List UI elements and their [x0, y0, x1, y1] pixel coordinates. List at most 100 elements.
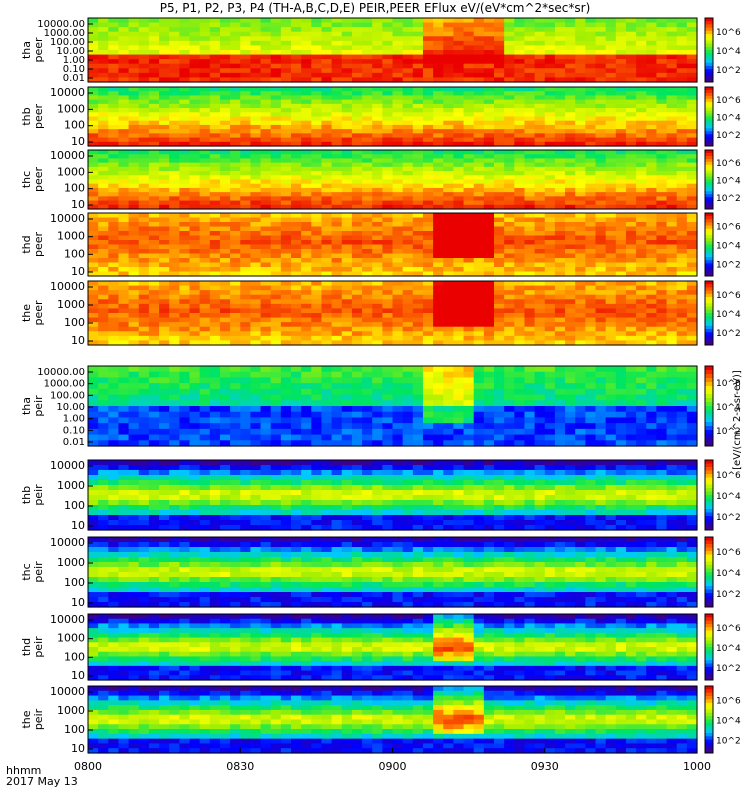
colorbar-tick-label: 10^2: [716, 66, 741, 76]
y-tick-label: 100: [64, 316, 85, 329]
panel-frame: [87, 280, 698, 346]
x-tick-label: 0830: [226, 760, 254, 773]
spectrogram-panel-thd-peir: [87, 613, 714, 681]
panel-species-label: peir: [32, 561, 45, 583]
y-tick-label: 100: [64, 650, 85, 663]
colorbar-tick-label: 10^4: [716, 403, 741, 413]
spectrogram-panel-thb-peir: [87, 459, 714, 531]
colorbar-frame: [704, 536, 714, 608]
x-axis-label-line1: hhmm: [6, 764, 41, 777]
y-tick-label: 1000: [57, 298, 85, 311]
colorbar-tick-label: 10^4: [716, 47, 741, 57]
y-tick-label: 10000.00: [37, 19, 85, 30]
colorbar-tick-label: 10^6: [716, 624, 741, 634]
colorbar-tick-label: 10^4: [716, 644, 741, 654]
panel-species-label: peer: [32, 232, 45, 258]
colorbar-tick-label: 10^6: [716, 379, 741, 389]
panel-frame: [87, 17, 698, 83]
y-tick-label: 10000: [50, 613, 85, 626]
y-tick-label: 1.00: [63, 55, 85, 66]
panel-frame: [87, 613, 698, 681]
colorbar-tick-label: 10^4: [716, 177, 741, 187]
y-tick-label: 10000: [50, 536, 85, 549]
colorbar-frame: [704, 17, 714, 83]
spectrogram-panel-the-peer: [87, 280, 714, 346]
y-tick-label: 10.00: [56, 402, 85, 413]
panel-species-label: peer: [32, 300, 45, 326]
panel-probe-label: thc: [20, 171, 33, 188]
colorbar-tick-label: 10^6: [716, 223, 741, 233]
y-tick-label: 0.01: [63, 73, 85, 84]
x-tick-label: 1000: [683, 760, 711, 773]
panel-probe-label: thb: [20, 107, 33, 125]
spectrogram-panel-thb-peer: [87, 86, 714, 147]
colorbar-tick-label: 10^2: [716, 194, 741, 204]
y-tick-label: 10000: [50, 685, 85, 698]
spectrogram-panel-tha-peer: [87, 17, 714, 83]
colorbar-tick-label: 10^6: [716, 548, 741, 558]
colorbar-frame: [704, 685, 714, 754]
colorbar-tick-label: 10^2: [716, 260, 741, 270]
colorbar-tick-label: 10^2: [716, 590, 741, 600]
panel-species-label: peir: [32, 484, 45, 506]
colorbar-frame: [704, 212, 714, 277]
y-tick-label: 10000: [50, 280, 85, 293]
y-tick-label: 10: [71, 198, 85, 211]
y-tick-label: 1000.00: [44, 379, 85, 390]
y-tick-label: 10: [71, 596, 85, 609]
panel-probe-label: the: [20, 304, 33, 322]
colorbar-tick-label: 10^4: [716, 492, 741, 502]
colorbar-tick-label: 10^2: [716, 737, 741, 747]
panel-probe-label: thc: [20, 563, 33, 580]
y-tick-label: 1000: [57, 704, 85, 717]
spectrogram-panel-thc-peir: [87, 536, 714, 608]
x-tick-label: 0900: [379, 760, 407, 773]
spectrogram-panel-thd-peer: [87, 212, 714, 277]
y-tick-label: 100: [64, 247, 85, 260]
y-tick-label: 1.00: [63, 414, 85, 425]
panel-species-label: peir: [32, 636, 45, 658]
panel-probe-label: thd: [20, 235, 33, 253]
spectrogram-panel-thc-peer: [87, 149, 714, 210]
colorbar-frame: [704, 149, 714, 210]
panel-frame: [87, 536, 698, 608]
y-tick-label: 0.10: [63, 425, 85, 436]
panel-probe-label: thd: [20, 638, 33, 656]
colorbar-tick-label: 10^6: [716, 291, 741, 301]
panel-probe-label: tha: [20, 41, 33, 59]
panel-frame: [87, 365, 698, 447]
panel-probe-label: thb: [20, 486, 33, 504]
panel-probe-label: the: [20, 710, 33, 728]
y-tick-label: 10000: [50, 459, 85, 472]
y-tick-label: 1000: [57, 632, 85, 645]
colorbar-frame: [704, 365, 714, 447]
colorbar-tick-label: 10^4: [716, 242, 741, 252]
y-tick-label: 10.00: [56, 46, 85, 57]
colorbar-label: [eV/(cm^2-s-sr-eV)]: [732, 370, 743, 470]
y-tick-label: 1000: [57, 556, 85, 569]
colorbar-tick-label: 10^6: [716, 471, 741, 481]
colorbar-tick-label: 10^6: [716, 696, 741, 706]
x-tick-label: 0800: [74, 760, 102, 773]
colorbar-tick-label: 10^6: [716, 159, 741, 169]
colorbar-tick-label: 10^6: [716, 96, 741, 106]
panel-species-label: peer: [32, 167, 45, 193]
colorbar-tick-label: 10^4: [716, 569, 741, 579]
chart-title: P5, P1, P2, P3, P4 (TH-A,B,C,D,E) PEIR,P…: [159, 1, 591, 15]
panel-frame: [87, 149, 698, 210]
panel-species-label: peir: [32, 708, 45, 730]
y-tick-label: 100: [64, 182, 85, 195]
y-tick-label: 10: [71, 265, 85, 278]
y-tick-label: 100.00: [50, 37, 85, 48]
colorbar-frame: [704, 280, 714, 346]
panel-frame: [87, 86, 698, 147]
colorbar-tick-label: 10^6: [716, 28, 741, 38]
x-tick-label: 0930: [531, 760, 559, 773]
panel-species-label: peir: [32, 395, 45, 417]
colorbar-tick-label: 10^4: [716, 114, 741, 124]
y-tick-label: 1000: [57, 479, 85, 492]
colorbar-tick-label: 10^2: [716, 329, 741, 339]
colorbar-tick-label: 10^4: [716, 717, 741, 727]
y-tick-label: 100: [64, 723, 85, 736]
y-tick-label: 10000: [50, 212, 85, 225]
